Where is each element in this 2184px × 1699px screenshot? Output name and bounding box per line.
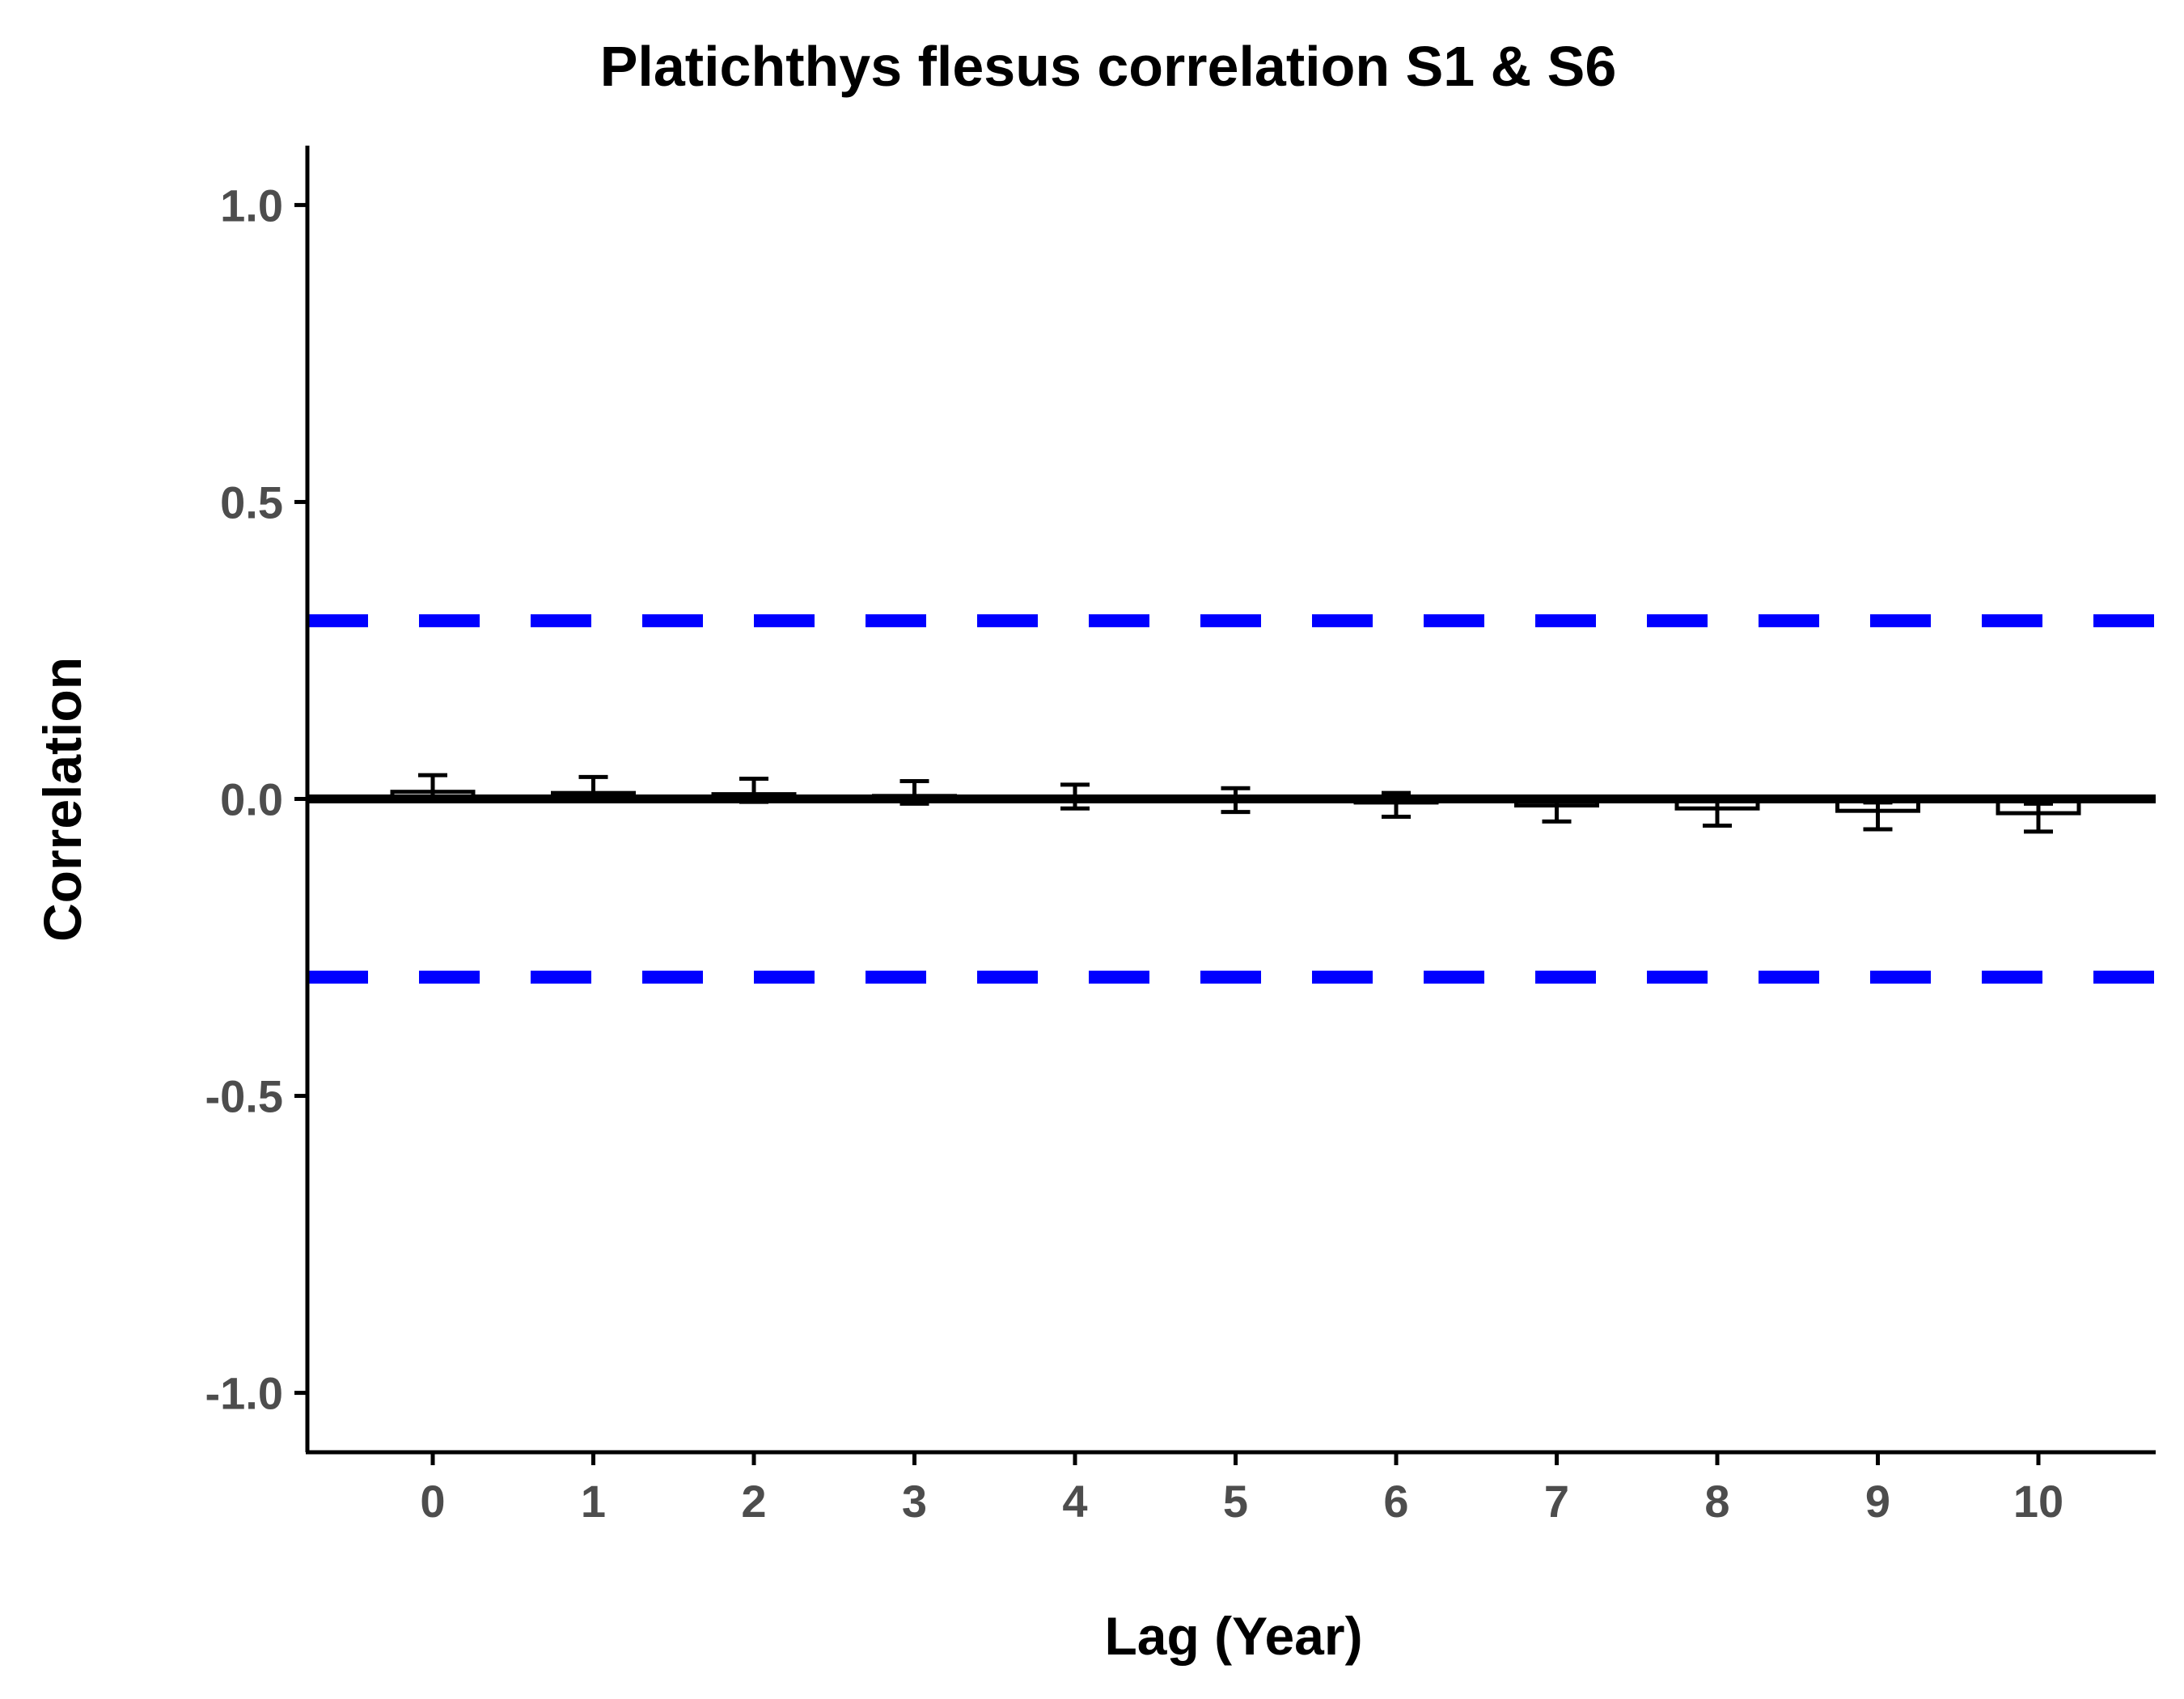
y-axis-title: Correlation <box>32 657 92 942</box>
y-tick-label-0.5: 0.5 <box>220 477 283 527</box>
y-tick-label--1.0: -1.0 <box>205 1368 284 1419</box>
chart-title: Platichthys flesus correlation S1 & S6 <box>600 35 1617 98</box>
x-tick-label-5: 5 <box>1223 1476 1248 1527</box>
x-tick-label-0: 0 <box>420 1476 445 1527</box>
x-tick-label-4: 4 <box>1062 1476 1087 1527</box>
x-tick-label-2: 2 <box>741 1476 766 1527</box>
x-tick-label-3: 3 <box>902 1476 927 1527</box>
y-tick-label-1.0: 1.0 <box>220 180 283 231</box>
x-tick-label-8: 8 <box>1704 1476 1729 1527</box>
x-tick-label-1: 1 <box>581 1476 606 1527</box>
y-tick-label-0.0: 0.0 <box>220 774 283 825</box>
x-tick-label-9: 9 <box>1865 1476 1890 1527</box>
x-axis-title: Lag (Year) <box>1104 1606 1362 1666</box>
x-tick-label-6: 6 <box>1383 1476 1408 1527</box>
x-tick-label-7: 7 <box>1544 1476 1569 1527</box>
x-tick-label-10: 10 <box>2013 1476 2063 1527</box>
y-tick-label--0.5: -0.5 <box>205 1071 284 1122</box>
plot-area: 1.0 0.5 0.0 -0.5 -1.0 0 1 2 3 4 5 6 7 8 9 10 <box>205 146 2156 1527</box>
